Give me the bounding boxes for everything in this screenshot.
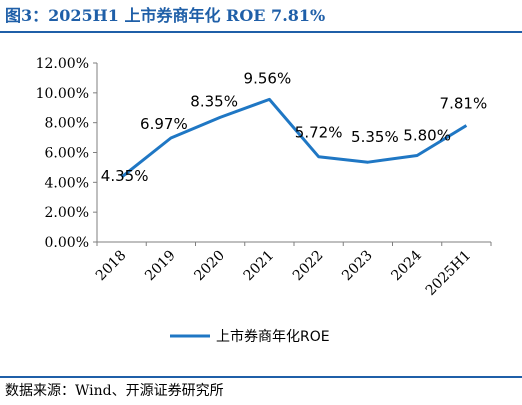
x-tick-label: 2020 xyxy=(191,248,228,285)
data-label: 5.72% xyxy=(295,124,343,142)
data-label: 9.56% xyxy=(244,69,292,87)
x-tick-label: 2021 xyxy=(241,248,278,285)
data-label: 5.80% xyxy=(403,126,451,144)
x-tick-label: 2025H1 xyxy=(423,248,474,299)
data-label: 7.81% xyxy=(440,95,488,113)
y-tick-label: 6.00% xyxy=(45,146,89,162)
y-tick-label: 12.00% xyxy=(36,56,89,72)
title-rule xyxy=(0,31,522,33)
figure-title: 图3：2025H1 上市券商年化 ROE 7.81% xyxy=(5,6,326,25)
x-tick-label: 2022 xyxy=(290,248,327,285)
x-tick-label: 2018 xyxy=(93,248,130,285)
y-tick-label: 0.00% xyxy=(45,235,89,251)
x-tick-label: 2019 xyxy=(142,248,179,285)
y-tick-label: 10.00% xyxy=(36,86,89,102)
source-rule xyxy=(0,376,522,378)
y-tick-label: 2.00% xyxy=(45,205,89,221)
data-label: 8.35% xyxy=(190,92,238,110)
y-tick-label: 4.00% xyxy=(45,175,89,191)
data-label: 5.35% xyxy=(351,128,399,146)
data-label: 4.35% xyxy=(101,167,149,185)
data-label: 6.97% xyxy=(140,115,188,133)
legend-label: 上市券商年化ROE xyxy=(216,328,330,345)
roe-series-line xyxy=(120,97,468,179)
x-tick-label: 2024 xyxy=(388,247,425,284)
figure-source: 数据来源：Wind、开源证券研究所 xyxy=(5,383,224,399)
x-tick-label: 2023 xyxy=(339,248,376,285)
y-tick-label: 8.00% xyxy=(45,116,89,132)
